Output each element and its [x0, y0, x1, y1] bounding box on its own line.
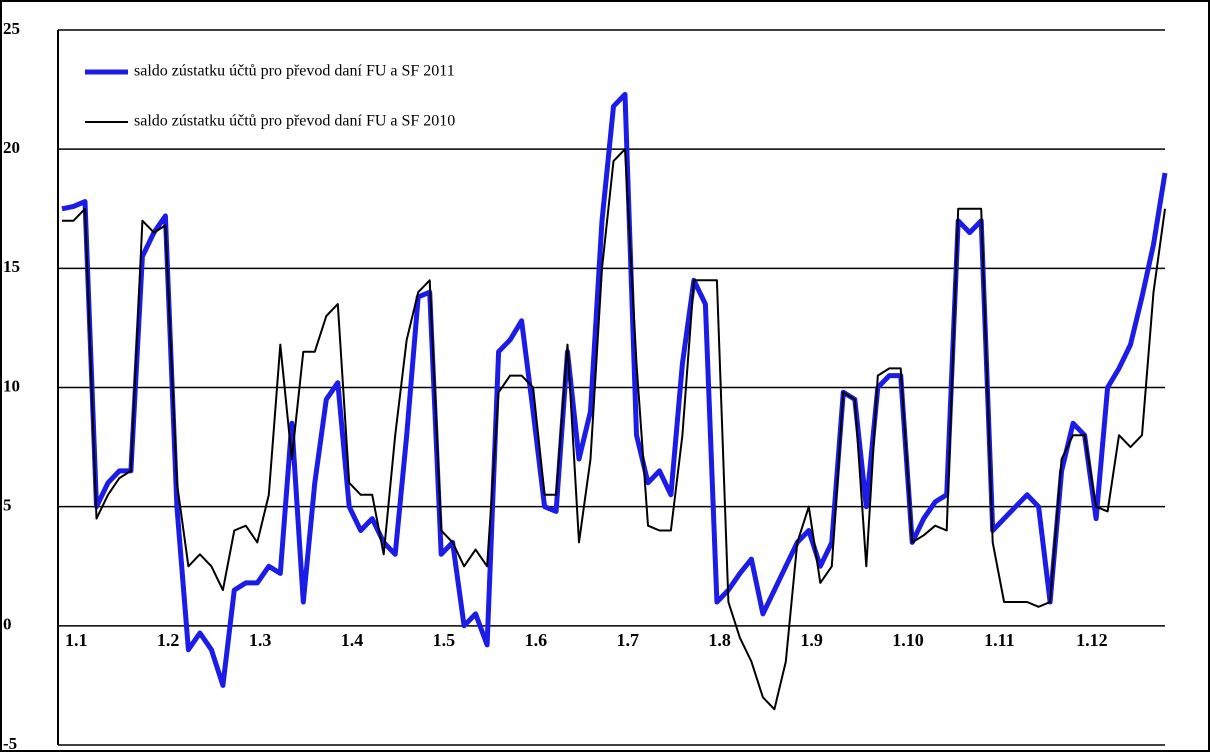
x-tick-label: 1.10	[892, 630, 924, 650]
y-tick-label: 10	[3, 376, 20, 395]
x-tick-label: 1.6	[525, 630, 548, 650]
x-tick-label: 1.9	[800, 630, 823, 650]
series-line	[62, 148, 1166, 711]
x-tick-label: 1.11	[984, 630, 1015, 650]
x-tick-label: 1.3	[249, 630, 271, 650]
y-tick-label: -5	[3, 734, 17, 753]
x-tick-label: 1.1	[65, 630, 88, 650]
x-tick-label: 1.5	[433, 630, 456, 650]
y-tick-label: 15	[3, 257, 20, 276]
x-tick-label: 1.12	[1076, 630, 1108, 650]
x-tick-label: 1.2	[157, 630, 180, 650]
x-tick-label: 1.7	[617, 630, 640, 650]
legend-label: saldo zústatku účtů pro převod daní FU a…	[134, 113, 455, 130]
y-tick-label: 0	[3, 615, 12, 634]
y-tick-label: 20	[3, 138, 20, 157]
y-tick-label: 25	[3, 19, 20, 38]
legend-label: saldo zústatku účtů pro převod daní FU a…	[134, 63, 455, 80]
x-tick-label: 1.8	[708, 630, 731, 650]
y-tick-label: 5	[3, 496, 12, 515]
x-tick-label: 1.4	[341, 630, 364, 650]
